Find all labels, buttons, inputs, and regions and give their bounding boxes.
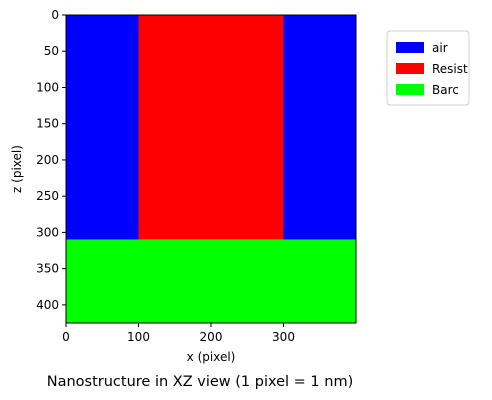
y-tick-label-200: 200 <box>36 153 59 167</box>
y-tick-label-100: 100 <box>36 80 59 94</box>
legend-label-resist: Resist <box>432 62 468 76</box>
y-axis: 0 50 100 150 200 250 300 350 400 <box>36 8 66 312</box>
x-tick-label-300: 300 <box>272 330 295 344</box>
legend-swatch-air <box>396 42 424 53</box>
y-tick-label-0: 0 <box>51 8 59 22</box>
region-air-0 <box>66 15 139 240</box>
x-axis: 0 100 200 300 <box>62 323 295 344</box>
x-tick-label-0: 0 <box>62 330 70 344</box>
y-tick-label-150: 150 <box>36 117 59 131</box>
region-resist-1 <box>138 15 284 240</box>
region-barc-3 <box>66 239 356 323</box>
y-tick-label-250: 250 <box>36 189 59 203</box>
legend-swatch-barc <box>396 84 424 95</box>
x-tick-label-100: 100 <box>127 330 150 344</box>
x-axis-label: x (pixel) <box>187 350 236 364</box>
plot-area <box>66 15 356 323</box>
y-tick-label-300: 300 <box>36 225 59 239</box>
legend-swatch-resist <box>396 63 424 74</box>
y-tick-label-400: 400 <box>36 298 59 312</box>
chart-caption: Nanostructure in XZ view (1 pixel = 1 nm… <box>47 374 354 390</box>
legend: air Resist Barc <box>386 30 470 106</box>
legend-label-air: air <box>432 41 448 55</box>
y-tick-label-50: 50 <box>44 44 59 58</box>
region-air-2 <box>283 15 356 240</box>
x-tick-label-200: 200 <box>200 330 223 344</box>
y-axis-label: z (pixel) <box>10 145 24 193</box>
y-tick-label-350: 350 <box>36 262 59 276</box>
legend-label-barc: Barc <box>432 83 459 97</box>
